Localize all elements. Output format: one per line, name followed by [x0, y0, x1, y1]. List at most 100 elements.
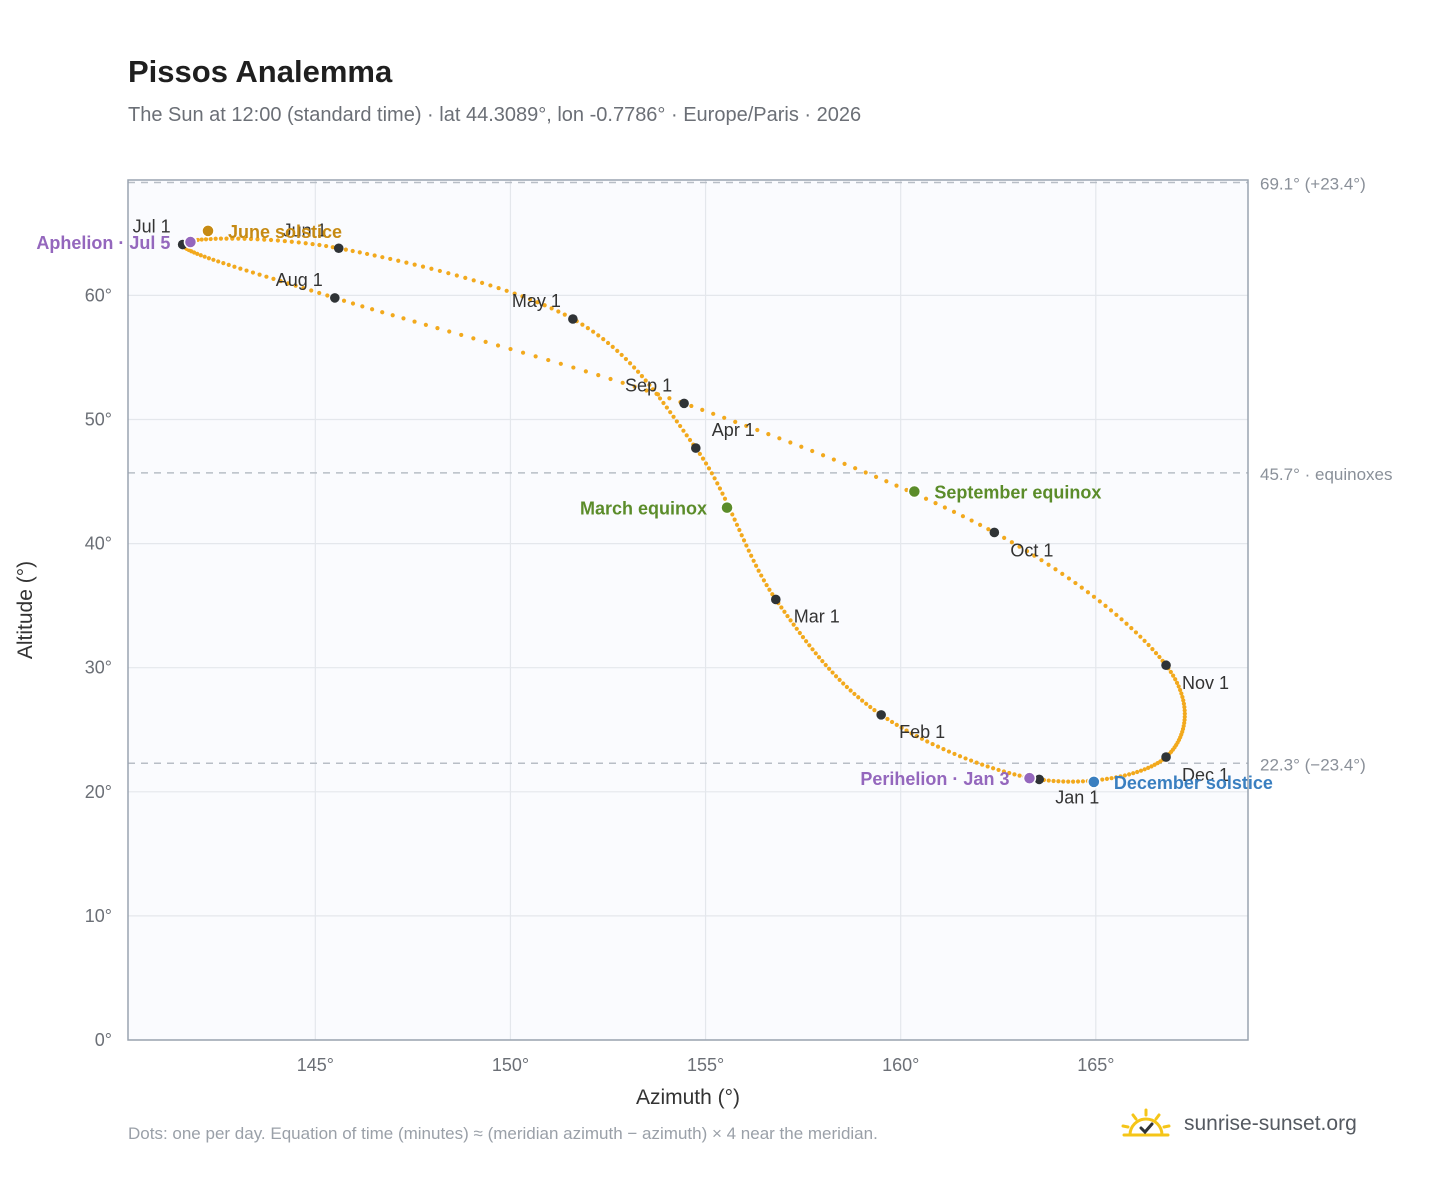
daily-point — [360, 304, 365, 309]
daily-point — [549, 306, 554, 311]
month-label: Jan 1 — [1055, 787, 1099, 807]
brand-name: sunrise-sunset.org — [1184, 1112, 1357, 1135]
brand-logo[interactable]: sunrise-sunset.org — [1120, 1104, 1357, 1144]
daily-point — [571, 365, 576, 370]
daily-point — [674, 419, 679, 424]
daily-point — [206, 256, 211, 261]
daily-point — [969, 758, 974, 763]
daily-point — [664, 405, 669, 410]
daily-point — [420, 264, 426, 269]
daily-point — [946, 749, 952, 754]
daily-point — [1104, 776, 1110, 782]
daily-point — [655, 392, 661, 397]
daily-point — [296, 240, 301, 245]
daily-point — [668, 410, 673, 415]
daily-point — [250, 270, 256, 275]
daily-point — [782, 609, 787, 614]
daily-point — [236, 236, 241, 241]
daily-point — [1085, 590, 1091, 595]
daily-point — [585, 325, 590, 331]
daily-point — [1109, 776, 1114, 781]
daily-point — [779, 605, 784, 610]
daily-point — [390, 313, 395, 318]
daily-point — [504, 288, 509, 293]
daily-point — [739, 533, 744, 538]
daily-point — [1002, 535, 1007, 540]
daily-point — [520, 350, 526, 355]
daily-point — [985, 764, 990, 769]
daily-point — [437, 268, 442, 274]
daily-point — [1181, 698, 1186, 703]
event-label: Aphelion · Jul 5 — [36, 233, 170, 253]
daily-point — [483, 339, 488, 344]
daily-point — [799, 444, 804, 449]
daily-point — [216, 259, 221, 264]
daily-point — [732, 517, 737, 522]
daily-point — [1039, 558, 1044, 563]
daily-point — [647, 382, 652, 388]
daily-point — [823, 662, 828, 668]
daily-point — [1007, 770, 1012, 776]
daily-point — [885, 716, 890, 722]
daily-point — [830, 670, 835, 675]
daily-point — [591, 329, 596, 334]
daily-point — [767, 587, 772, 592]
daily-point — [722, 415, 727, 420]
event-markers: June solstice Aphelion · Jul 5 March equin… — [36, 222, 1273, 793]
daily-point — [471, 278, 476, 283]
x-tick-label: 150° — [492, 1055, 529, 1075]
y-tick-label: 30° — [85, 658, 112, 678]
daily-point — [816, 655, 822, 660]
daily-point — [447, 329, 452, 334]
daily-point — [700, 456, 706, 461]
daily-point — [583, 369, 588, 374]
daily-point — [1108, 608, 1114, 613]
daily-point — [1182, 705, 1187, 710]
daily-point — [706, 466, 712, 471]
daily-point — [615, 348, 620, 353]
daily-point — [1097, 599, 1102, 604]
daily-point — [632, 384, 637, 389]
daily-point — [268, 237, 274, 243]
daily-point — [1176, 684, 1181, 689]
daily-point — [463, 275, 468, 280]
daily-point — [282, 238, 287, 244]
daily-point — [244, 268, 249, 273]
daily-point — [788, 618, 793, 623]
daily-point — [761, 578, 766, 583]
daily-point — [919, 736, 925, 741]
daily-point — [791, 622, 796, 627]
daily-point — [941, 747, 946, 752]
daily-point — [264, 274, 269, 279]
daily-point — [488, 283, 493, 288]
daily-point — [1024, 549, 1030, 554]
daily-point — [766, 432, 771, 437]
daily-point — [224, 236, 229, 241]
daily-point — [459, 332, 464, 338]
daily-point — [435, 326, 440, 331]
daily-point — [930, 741, 935, 747]
month-label: Nov 1 — [1182, 673, 1229, 693]
y-tick-label: 20° — [85, 782, 112, 802]
daily-point — [202, 254, 207, 259]
month-label: Feb 1 — [899, 722, 945, 742]
x-tick-label: 160° — [882, 1055, 919, 1075]
daily-point — [860, 698, 865, 703]
daily-point — [596, 333, 601, 338]
y-tick-label: 60° — [85, 285, 112, 305]
daily-point — [1142, 638, 1147, 643]
daily-point — [788, 440, 793, 445]
daily-point — [872, 707, 877, 713]
daily-point — [764, 582, 769, 588]
daily-point — [1075, 779, 1081, 784]
daily-point — [1071, 779, 1076, 784]
daily-point — [275, 238, 280, 243]
event-label: June solstice — [228, 222, 342, 242]
daily-point — [1073, 580, 1078, 586]
daily-point — [278, 278, 283, 284]
daily-point — [1171, 673, 1176, 678]
daily-point — [957, 754, 963, 759]
daily-point — [1066, 779, 1071, 784]
daily-point — [203, 237, 209, 242]
daily-point — [330, 245, 335, 250]
